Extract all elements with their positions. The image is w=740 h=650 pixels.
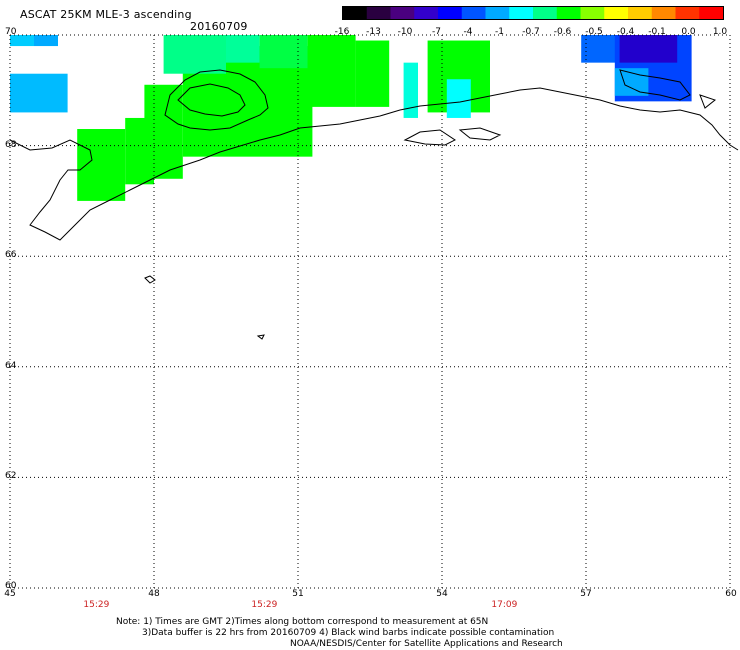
colorbar-swatch — [699, 7, 724, 19]
colorbar-label: 1.0 — [712, 27, 728, 37]
longitude-label: 54 — [436, 589, 448, 599]
island-small — [256, 334, 265, 340]
wind-cell — [259, 35, 308, 69]
colorbar-swatch — [675, 7, 700, 19]
wind-cell — [403, 62, 418, 118]
colorbar — [342, 6, 724, 20]
colorbar-swatch — [509, 7, 534, 19]
colorbar-border — [342, 6, 724, 20]
wind-cell — [10, 35, 34, 47]
colorbar-label: -13 — [366, 27, 381, 37]
colorbar-swatch — [461, 7, 486, 19]
coastline-layer — [9, 69, 739, 340]
wind-cell — [77, 129, 126, 201]
colorbar-swatch — [604, 7, 629, 19]
wind-cell — [163, 35, 226, 74]
colorbar-label: -0.7 — [522, 27, 540, 37]
latitude-label: 70 — [5, 27, 17, 37]
colorbar-swatch — [533, 7, 558, 19]
wind-cell — [226, 35, 260, 63]
latitude-label: 60 — [5, 581, 17, 591]
time-label: 15:29 — [251, 600, 278, 610]
longitude-label: 60 — [725, 589, 737, 599]
colorbar-swatch — [580, 7, 605, 19]
longitude-label: 57 — [580, 589, 592, 599]
longitude-label: 48 — [148, 589, 160, 599]
colorbar-label: -7 — [432, 27, 441, 37]
longitude-label: 51 — [292, 589, 304, 599]
wind-cell — [34, 35, 58, 47]
wind-cell — [355, 40, 390, 107]
colorbar-label: -0.5 — [585, 27, 603, 37]
latitude-label: 66 — [5, 250, 17, 261]
wind-cell — [614, 68, 649, 96]
colorbar-swatch — [556, 7, 581, 19]
coastline-islands-east — [403, 69, 717, 146]
colorbar-label: -0.4 — [616, 27, 635, 37]
latitude-label: 64 — [5, 360, 17, 371]
colorbar-label: -0.6 — [553, 27, 572, 37]
longitude-label: 45 — [4, 589, 16, 599]
wind-cell — [619, 35, 678, 63]
latitude-label: 68 — [5, 139, 17, 150]
coastline-kanin-peninsula — [164, 69, 269, 131]
time-label: 15:29 — [83, 600, 110, 610]
wind-cell — [446, 79, 471, 118]
colorbar-label: -16 — [334, 27, 350, 37]
lat-lon-grid — [9, 34, 731, 589]
colorbar-swatch — [366, 7, 391, 19]
colorbar-label: -0.1 — [648, 27, 666, 37]
colorbar-label: -1 — [495, 27, 504, 37]
colorbar-swatch — [628, 7, 653, 19]
colorbar-swatch — [343, 7, 368, 19]
colorbar-swatch — [485, 7, 510, 19]
coastline-mainland — [9, 87, 739, 241]
wind-swath-layer — [10, 35, 692, 201]
colorbar-swatch — [438, 7, 463, 19]
note-line-1: Note: 1) Times are GMT 2)Times along bot… — [116, 617, 489, 627]
colorbar-label: -10 — [397, 27, 413, 37]
map-title: ASCAT 25KM MLE-3 ascending — [20, 8, 192, 21]
note-line-2: 3)Data buffer is 22 hrs from 20160709 4)… — [142, 628, 555, 638]
island-kolguev — [144, 275, 156, 284]
colorbar-swatch — [651, 7, 676, 19]
latitude-label: 62 — [5, 471, 17, 482]
wind-cell — [10, 73, 68, 113]
time-label: 17:09 — [491, 600, 518, 610]
map-date: 20160709 — [190, 20, 248, 33]
note-line-3: NOAA/NESDIS/Center for Satellite Applica… — [290, 639, 563, 649]
colorbar-label: 0.0 — [681, 27, 696, 37]
wind-cell — [307, 35, 356, 107]
coastline-bay — [177, 83, 246, 117]
colorbar-label: -4 — [463, 27, 473, 37]
colorbar-swatch — [390, 7, 415, 19]
colorbar-swatch — [414, 7, 439, 19]
wind-cell — [144, 84, 183, 179]
